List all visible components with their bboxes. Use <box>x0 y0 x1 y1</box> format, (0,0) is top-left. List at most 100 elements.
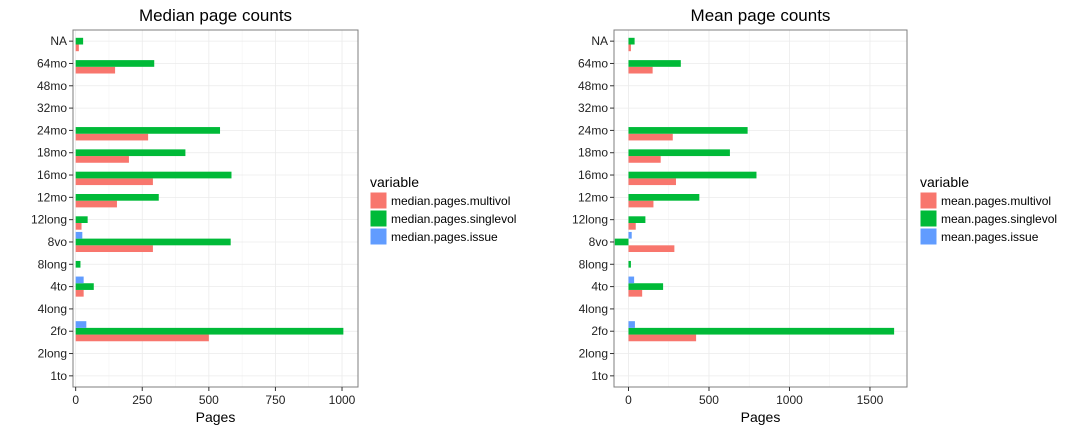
y-tick-label: 32mo <box>578 101 608 115</box>
bar-mean-pages-issue-8vo <box>628 231 632 239</box>
bar-median-pages-singlevol-2fo <box>75 327 344 335</box>
legend-label: mean.pages.issue <box>941 230 1039 244</box>
bar-mean-pages-singlevol-na <box>628 37 635 45</box>
bar-median-pages-singlevol-8vo <box>75 238 231 246</box>
bar-median-pages-singlevol-na <box>75 37 84 45</box>
y-tick-label: 48mo <box>578 79 608 93</box>
legend-key-median-pages-issue <box>369 227 388 246</box>
plot-background <box>614 30 907 387</box>
y-tick-label: 32mo <box>37 101 67 115</box>
bar-mean-pages-singlevol-16mo <box>628 171 757 179</box>
plot-background <box>73 30 358 387</box>
y-tick-label: 2fo <box>50 324 67 338</box>
y-tick-label: 1to <box>50 369 67 383</box>
bar-mean-pages-multivol-12mo <box>628 200 654 208</box>
legend-label: mean.pages.multivol <box>941 194 1051 208</box>
y-tick-label: 18mo <box>37 146 67 160</box>
x-tick-label: 500 <box>199 393 219 407</box>
y-tick-label: 8long <box>38 257 67 271</box>
bar-median-pages-multivol-na <box>75 44 79 52</box>
y-tick-label: 18mo <box>578 146 608 160</box>
y-tick-label: 64mo <box>578 56 608 70</box>
bar-mean-pages-issue-2fo <box>628 321 635 328</box>
legend-label: median.pages.issue <box>391 230 498 244</box>
bar-mean-pages-singlevol-4to <box>628 283 664 290</box>
legend-title: variable <box>920 174 969 190</box>
bar-mean-pages-singlevol-64mo <box>628 60 681 67</box>
y-tick-label: 4long <box>579 302 608 316</box>
x-axis-label: Pages <box>196 409 236 425</box>
bar-mean-pages-multivol-18mo <box>628 156 661 163</box>
y-tick-label: 8vo <box>589 235 609 249</box>
y-tick-label: 4to <box>591 280 608 294</box>
y-tick-label: 24mo <box>578 123 608 137</box>
bar-mean-pages-multivol-na <box>628 44 631 52</box>
y-tick-label: 1to <box>591 369 608 383</box>
bar-mean-pages-multivol-24mo <box>628 133 673 141</box>
bar-median-pages-singlevol-64mo <box>75 60 155 67</box>
bar-median-pages-singlevol-18mo <box>75 149 186 157</box>
bar-median-pages-multivol-4to <box>75 289 84 297</box>
legend-key-mean-pages-singlevol <box>919 209 938 228</box>
y-tick-label: 48mo <box>37 79 67 93</box>
y-tick-label: NA <box>50 34 67 48</box>
y-tick-label: 4to <box>50 280 67 294</box>
chart-title: Median page counts <box>139 6 292 25</box>
x-tick-label: 1000 <box>329 393 356 407</box>
bar-median-pages-singlevol-16mo <box>75 171 232 179</box>
bar-median-pages-multivol-64mo <box>75 66 116 74</box>
y-tick-label: 12mo <box>578 190 608 204</box>
y-tick-label: 16mo <box>578 168 608 182</box>
y-tick-label: 2fo <box>591 324 608 338</box>
legend-label: mean.pages.singlevol <box>941 212 1057 226</box>
legend-label: median.pages.multivol <box>391 194 510 208</box>
bar-mean-pages-singlevol-12long <box>628 216 646 224</box>
bar-mean-pages-singlevol-8long <box>628 260 631 268</box>
chart-panel-2: NA 64mo 48mo 32mo 24mo 18mo 16mo 12mo 12long 8vo 8… <box>572 6 1057 425</box>
y-tick-label: 8vo <box>48 235 68 249</box>
y-tick-label: 4long <box>38 302 67 316</box>
bar-mean-pages-singlevol-2fo <box>628 327 895 335</box>
bar-median-pages-multivol-16mo <box>75 178 153 186</box>
plot-border <box>72 29 359 388</box>
y-tick-label: 16mo <box>37 168 67 182</box>
y-tick-label: 12mo <box>37 190 67 204</box>
y-tick-label: 12long <box>572 213 608 227</box>
chart-title: Mean page counts <box>691 6 831 25</box>
y-tick-label: 64mo <box>37 56 67 70</box>
bar-mean-pages-multivol-16mo <box>628 178 676 186</box>
bar-mean-pages-singlevol-12mo <box>628 193 700 201</box>
bar-median-pages-multivol-2fo <box>75 334 209 342</box>
bar-median-pages-singlevol-8long <box>75 260 81 268</box>
chart-panel-1: NA 64mo 48mo 32mo 24mo 18mo 16mo 12mo 12long 8vo 8… <box>31 6 516 425</box>
y-tick-label: 8long <box>579 257 608 271</box>
bar-median-pages-multivol-8vo <box>75 245 153 253</box>
bar-median-pages-singlevol-12long <box>75 216 88 224</box>
bar-mean-pages-singlevol-8vo <box>614 238 629 246</box>
x-tick-label: 1500 <box>857 393 884 407</box>
y-tick-label: 24mo <box>37 123 67 137</box>
bar-mean-pages-singlevol-18mo <box>628 149 730 157</box>
y-tick-label: 2long <box>579 347 608 361</box>
bar-mean-pages-multivol-64mo <box>628 66 653 74</box>
x-tick-label: 0 <box>625 393 632 407</box>
x-tick-label: 750 <box>265 393 285 407</box>
plot-border <box>613 29 908 388</box>
bar-median-pages-multivol-12mo <box>75 200 117 208</box>
y-tick-label: 2long <box>38 347 67 361</box>
bar-mean-pages-issue-4to <box>628 276 635 284</box>
bar-median-pages-singlevol-12mo <box>75 193 159 201</box>
bar-median-pages-issue-4to <box>75 276 84 284</box>
bar-median-pages-multivol-18mo <box>75 156 129 163</box>
bar-mean-pages-multivol-2fo <box>628 334 697 342</box>
x-tick-label: 1000 <box>776 393 803 407</box>
legend-key-median-pages-singlevol <box>369 209 388 228</box>
legend-key-median-pages-multivol <box>369 191 388 210</box>
y-tick-label: NA <box>591 34 608 48</box>
bar-mean-pages-multivol-12long <box>628 223 636 230</box>
legend-label: median.pages.singlevol <box>391 212 516 226</box>
legend-title: variable <box>370 174 419 190</box>
legend-key-mean-pages-issue <box>919 227 938 246</box>
bar-median-pages-multivol-12long <box>75 223 82 230</box>
